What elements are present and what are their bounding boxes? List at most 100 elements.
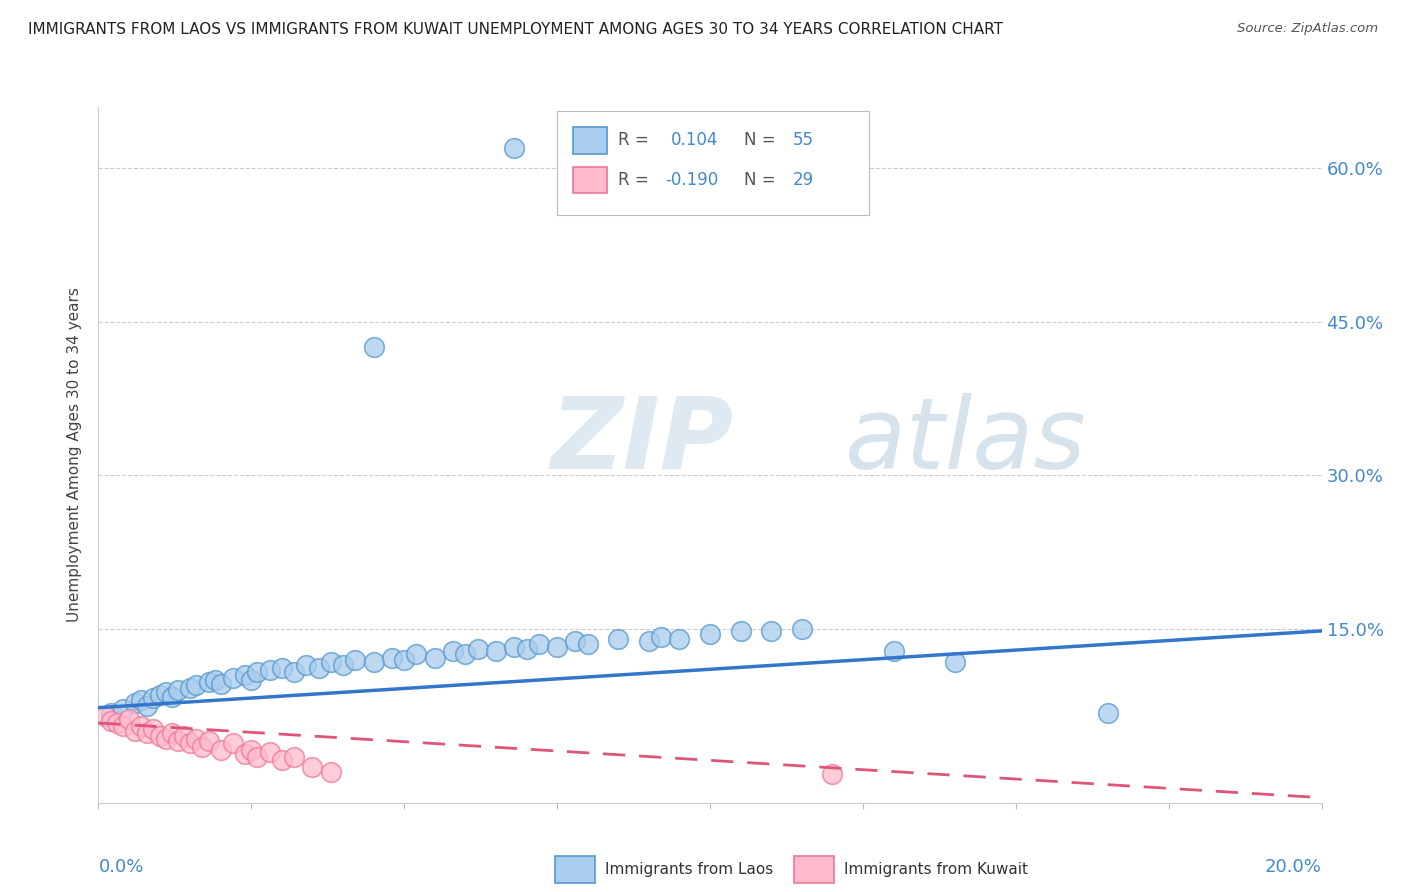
- Point: [240, 673, 263, 687]
- Point: [503, 640, 526, 655]
- Point: [283, 749, 305, 764]
- Point: [93, 708, 115, 723]
- Point: [283, 665, 305, 679]
- Point: [485, 644, 508, 658]
- Point: [111, 719, 134, 733]
- Point: [405, 648, 427, 662]
- Point: [943, 655, 966, 669]
- Point: [363, 655, 385, 669]
- Point: [155, 732, 177, 747]
- Point: [344, 652, 367, 666]
- Point: [167, 734, 190, 748]
- Point: [129, 719, 152, 733]
- Point: [503, 141, 526, 155]
- Point: [209, 742, 232, 756]
- Point: [173, 729, 195, 743]
- Text: -0.190: -0.190: [665, 171, 718, 189]
- Point: [668, 632, 690, 646]
- Point: [240, 742, 263, 756]
- Point: [301, 760, 323, 774]
- Point: [160, 690, 183, 705]
- Text: 0.0%: 0.0%: [98, 858, 143, 877]
- Point: [516, 642, 538, 657]
- Point: [308, 661, 330, 675]
- Point: [270, 661, 292, 675]
- Point: [105, 716, 128, 731]
- Point: [149, 729, 172, 743]
- Point: [167, 683, 190, 698]
- Text: ZIP: ZIP: [551, 392, 734, 490]
- Point: [111, 701, 134, 715]
- Text: IMMIGRANTS FROM LAOS VS IMMIGRANTS FROM KUWAIT UNEMPLOYMENT AMONG AGES 30 TO 34 : IMMIGRANTS FROM LAOS VS IMMIGRANTS FROM …: [28, 22, 1002, 37]
- Point: [423, 650, 446, 665]
- Text: 55: 55: [793, 131, 814, 150]
- Point: [392, 652, 416, 666]
- Text: Immigrants from Kuwait: Immigrants from Kuwait: [844, 863, 1028, 877]
- Text: R =: R =: [619, 131, 654, 150]
- Point: [100, 706, 122, 720]
- FancyBboxPatch shape: [557, 111, 869, 215]
- Point: [607, 632, 630, 646]
- Point: [467, 642, 489, 657]
- Point: [160, 726, 183, 740]
- Point: [564, 634, 586, 648]
- Point: [179, 736, 201, 750]
- Point: [136, 698, 159, 713]
- Text: Source: ZipAtlas.com: Source: ZipAtlas.com: [1237, 22, 1378, 36]
- Point: [576, 637, 599, 651]
- Point: [381, 650, 404, 665]
- Point: [650, 630, 672, 644]
- Point: [246, 749, 269, 764]
- Point: [233, 668, 256, 682]
- Point: [332, 657, 354, 672]
- Point: [142, 722, 165, 736]
- Point: [222, 736, 245, 750]
- Point: [233, 747, 256, 761]
- Point: [699, 627, 721, 641]
- Text: 0.104: 0.104: [671, 131, 718, 150]
- Bar: [574, 167, 607, 194]
- Point: [155, 685, 177, 699]
- Point: [149, 689, 172, 703]
- Point: [186, 678, 208, 692]
- Point: [319, 765, 342, 780]
- Point: [136, 726, 159, 740]
- Point: [1097, 706, 1119, 720]
- Point: [270, 753, 292, 767]
- Text: N =: N =: [744, 131, 782, 150]
- Point: [759, 624, 782, 638]
- Point: [191, 739, 214, 754]
- Point: [124, 724, 146, 739]
- Point: [883, 644, 905, 658]
- Text: 29: 29: [793, 171, 814, 189]
- Point: [637, 634, 661, 648]
- Point: [295, 657, 318, 672]
- Text: R =: R =: [619, 171, 654, 189]
- Point: [259, 663, 281, 677]
- Point: [546, 640, 568, 655]
- Point: [821, 767, 844, 781]
- Text: Immigrants from Laos: Immigrants from Laos: [605, 863, 773, 877]
- Point: [179, 681, 201, 696]
- Point: [100, 714, 122, 728]
- Point: [204, 673, 226, 687]
- Point: [129, 693, 152, 707]
- Text: N =: N =: [744, 171, 782, 189]
- Point: [197, 734, 219, 748]
- Point: [197, 675, 219, 690]
- Point: [186, 732, 208, 747]
- Bar: [574, 128, 607, 153]
- Point: [363, 341, 385, 355]
- Point: [730, 624, 752, 638]
- Point: [209, 677, 232, 691]
- Point: [790, 622, 813, 636]
- Point: [222, 671, 245, 685]
- Point: [527, 637, 550, 651]
- Point: [454, 648, 477, 662]
- Point: [124, 696, 146, 710]
- Point: [259, 745, 281, 759]
- Text: atlas: atlas: [845, 392, 1087, 490]
- Point: [441, 644, 464, 658]
- Point: [118, 712, 141, 726]
- Point: [142, 691, 165, 706]
